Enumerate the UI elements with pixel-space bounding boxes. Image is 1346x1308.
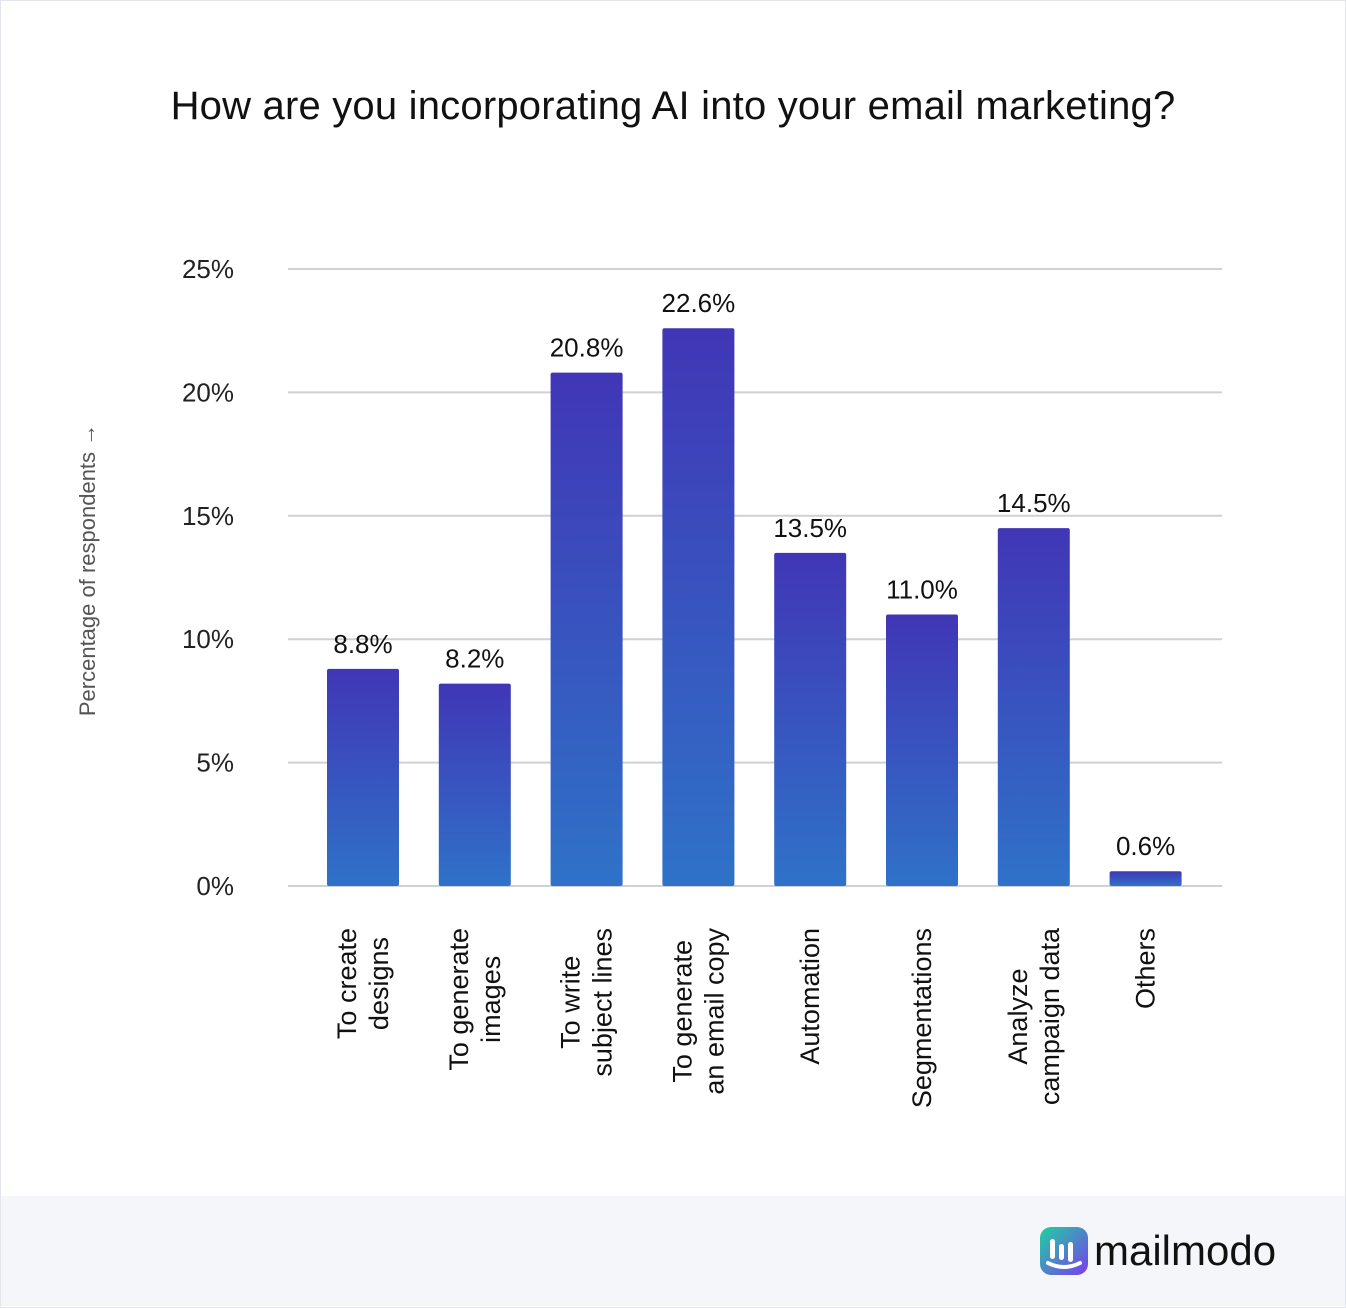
value-label: 20.8%: [550, 333, 624, 363]
value-label: 11.0%: [886, 575, 958, 605]
x-tick-label: Others: [1131, 928, 1161, 1009]
x-tick-label: Automation: [795, 928, 825, 1065]
x-tick-label-line: To generate: [444, 928, 474, 1071]
x-tick-label: To generate an email copy: [667, 928, 729, 1095]
bar: [438, 683, 511, 886]
footer-bar: [1, 1196, 1345, 1306]
y-axis-ticks: 0% 5% 10% 15% 20% 25%: [182, 254, 234, 901]
bar: [1109, 871, 1182, 886]
x-axis-labels: To create designs To generate images To writ…: [332, 927, 1161, 1108]
x-tick-label-line: To generate: [667, 940, 697, 1083]
bar: [886, 614, 958, 886]
x-tick-label: To generate images: [444, 928, 506, 1071]
value-label: 0.6%: [1116, 831, 1175, 861]
x-tick-label-line: Analyze: [1003, 969, 1033, 1065]
y-tick-label: 0%: [196, 871, 234, 901]
mailmodo-logo: mailmodo: [1040, 1227, 1276, 1275]
x-tick-label-line: To create: [332, 928, 362, 1039]
value-label: 13.5%: [773, 513, 847, 543]
x-tick-label-line: subject lines: [588, 928, 618, 1077]
bar: [550, 372, 623, 886]
x-tick-label: Segmentations: [907, 928, 937, 1108]
x-tick-label-line: campaign data: [1035, 927, 1065, 1105]
x-tick-label-line: designs: [364, 937, 394, 1030]
bar: [774, 552, 847, 886]
mailmodo-logo-icon: [1040, 1227, 1088, 1275]
gridlines: [288, 268, 1222, 887]
x-tick-label: Analyze campaign data: [1003, 927, 1065, 1105]
bar: [997, 528, 1070, 886]
chart-title: How are you incorporating AI into your e…: [170, 84, 1176, 128]
x-tick-label-line: To write: [556, 956, 586, 1049]
bar: [662, 328, 735, 886]
bar-chart: 0% 5% 10% 15% 20% 25% 8.8% 8.2% 20.8% 22.6% 13.5%…: [75, 254, 1222, 1108]
y-tick-label: 5%: [196, 748, 234, 778]
x-tick-label-line: Others: [1131, 928, 1161, 1009]
y-tick-label: 15%: [182, 501, 234, 531]
x-tick-label-line: an email copy: [699, 928, 729, 1095]
y-tick-label: 10%: [182, 624, 234, 654]
value-label: 22.6%: [662, 288, 736, 318]
x-tick-label: To write subject lines: [556, 928, 618, 1077]
brand-name: mailmodo: [1094, 1227, 1277, 1274]
value-label: 8.8%: [333, 629, 392, 659]
value-label: 8.2%: [445, 644, 504, 674]
bars: [327, 328, 1182, 886]
x-tick-label-line: Segmentations: [907, 928, 937, 1108]
x-tick-label: To create designs: [332, 928, 394, 1039]
x-tick-label-line: Automation: [795, 928, 825, 1065]
value-label: 14.5%: [997, 488, 1071, 518]
y-tick-label: 25%: [182, 254, 234, 284]
x-tick-label-line: images: [476, 956, 506, 1043]
value-labels: 8.8% 8.2% 20.8% 22.6% 13.5% 11.0% 14.5% 0.6%: [333, 288, 1175, 861]
bar: [327, 668, 399, 886]
y-tick-label: 20%: [182, 377, 234, 407]
y-axis-title: Percentage of respondents →: [75, 424, 100, 716]
